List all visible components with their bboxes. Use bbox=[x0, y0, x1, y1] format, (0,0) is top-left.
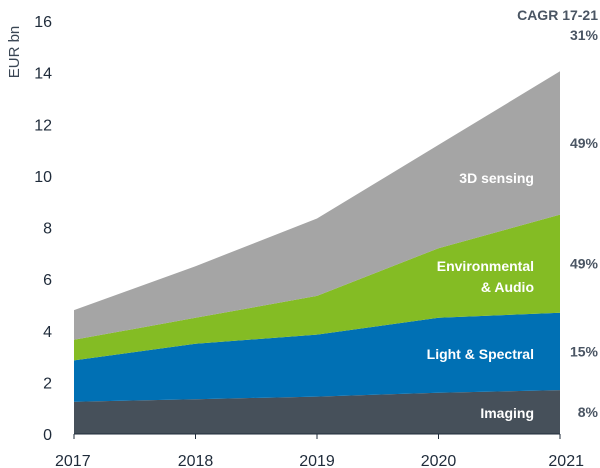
series-label: Imaging bbox=[480, 405, 534, 421]
series-cagr-values: 8% 15% 49% 49% bbox=[570, 135, 599, 420]
series-cagr: 49% bbox=[570, 256, 599, 272]
x-tick-label: 2021 bbox=[548, 453, 584, 468]
area-environmental-and-audio bbox=[74, 214, 560, 361]
y-tick-label: 14 bbox=[34, 66, 52, 83]
x-tick-label: 2017 bbox=[55, 453, 91, 468]
y-tick-label: 12 bbox=[34, 117, 52, 134]
y-tick-label: 16 bbox=[34, 14, 52, 31]
x-tick-label: 2019 bbox=[299, 453, 335, 468]
series-cagr: 8% bbox=[578, 404, 599, 420]
area-3d-sensing bbox=[74, 71, 560, 340]
y-tick-label: 6 bbox=[43, 272, 52, 289]
y-axis-ticks: 0 2 4 6 8 10 12 14 16 bbox=[34, 14, 52, 444]
series-label: 3D sensing bbox=[459, 170, 534, 186]
area-imaging bbox=[74, 390, 560, 434]
area-series-group bbox=[74, 71, 560, 434]
series-label: Environmental bbox=[437, 258, 534, 274]
y-tick-label: 8 bbox=[43, 221, 52, 238]
y-tick-label: 2 bbox=[43, 375, 52, 392]
series-cagr: 15% bbox=[570, 343, 599, 359]
series-label: Light & Spectral bbox=[427, 346, 534, 362]
series-labels: Imaging Light & Spectral Environmental & Au… bbox=[427, 170, 534, 421]
area-light-and-spectral bbox=[74, 312, 560, 402]
total-cagr: 31% bbox=[570, 27, 599, 43]
y-tick-label: 10 bbox=[34, 169, 52, 186]
x-tick-label: 2020 bbox=[421, 453, 457, 468]
cagr-header: CAGR 17-21 bbox=[517, 7, 598, 23]
y-tick-label: 0 bbox=[43, 427, 52, 444]
series-cagr: 49% bbox=[570, 135, 599, 151]
x-tick-label: 2018 bbox=[178, 453, 214, 468]
y-tick-label: 4 bbox=[43, 324, 52, 341]
x-axis-ticks: 2017 2018 2019 2020 2021 bbox=[55, 434, 584, 468]
y-axis-title: EUR bn bbox=[6, 26, 23, 79]
series-label: & Audio bbox=[481, 279, 534, 295]
